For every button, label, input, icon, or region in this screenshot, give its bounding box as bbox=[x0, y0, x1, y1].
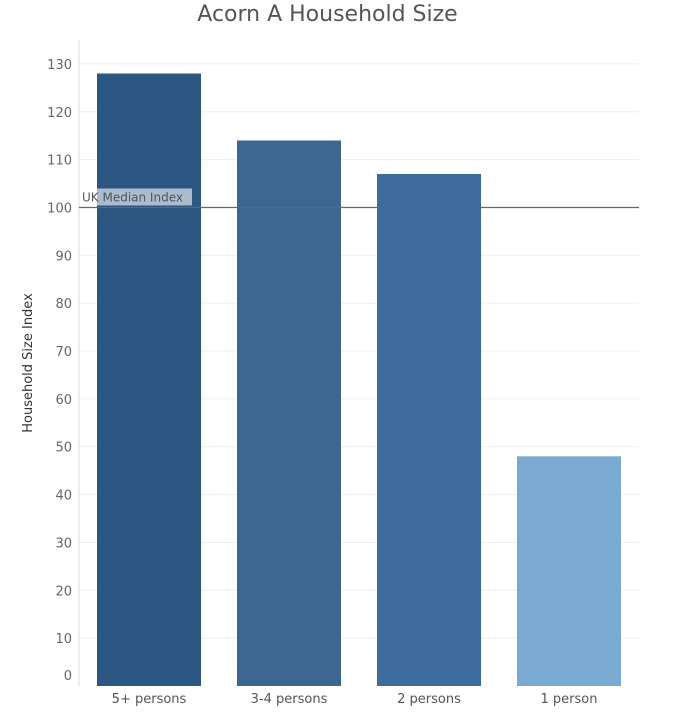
y-tick-label: 30 bbox=[55, 536, 72, 551]
y-axis-ticks: 0 10 20 30 40 50 60 70 80 90 100 110 120 130 bbox=[47, 58, 72, 684]
y-tick-label: 110 bbox=[47, 154, 72, 169]
x-category-label: 3-4 persons bbox=[251, 692, 328, 707]
x-category-label: 2 persons bbox=[397, 692, 461, 707]
y-tick-label: 60 bbox=[55, 393, 72, 408]
x-axis-labels: 5+ persons 3-4 persons 2 persons 1 person bbox=[112, 692, 598, 707]
y-tick-label: 90 bbox=[55, 249, 72, 264]
y-tick-label: 10 bbox=[55, 632, 72, 647]
reference-line-group: UK Median Index bbox=[79, 188, 639, 209]
y-tick-label: 0 bbox=[64, 669, 72, 684]
bar bbox=[377, 173, 481, 687]
y-tick-label: 50 bbox=[55, 441, 72, 456]
x-category-label: 5+ persons bbox=[112, 692, 187, 707]
y-tick-label: 130 bbox=[47, 58, 72, 73]
reference-line-label: UK Median Index bbox=[82, 190, 183, 204]
x-category-label: 1 person bbox=[541, 692, 598, 707]
y-tick-label: 70 bbox=[55, 345, 72, 360]
chart-title: Acorn A Household Size bbox=[197, 2, 458, 27]
y-tick-label: 20 bbox=[55, 584, 72, 599]
y-tick-label: 100 bbox=[47, 201, 72, 216]
y-tick-label: 120 bbox=[47, 106, 72, 121]
y-tick-label: 40 bbox=[55, 489, 72, 504]
bar bbox=[517, 456, 621, 686]
y-axis-title: Household Size Index bbox=[21, 293, 36, 433]
reference-label-background bbox=[80, 188, 192, 206]
y-tick-label: 80 bbox=[55, 297, 72, 312]
bars bbox=[97, 73, 621, 687]
bar bbox=[237, 140, 341, 686]
bar bbox=[97, 73, 201, 687]
